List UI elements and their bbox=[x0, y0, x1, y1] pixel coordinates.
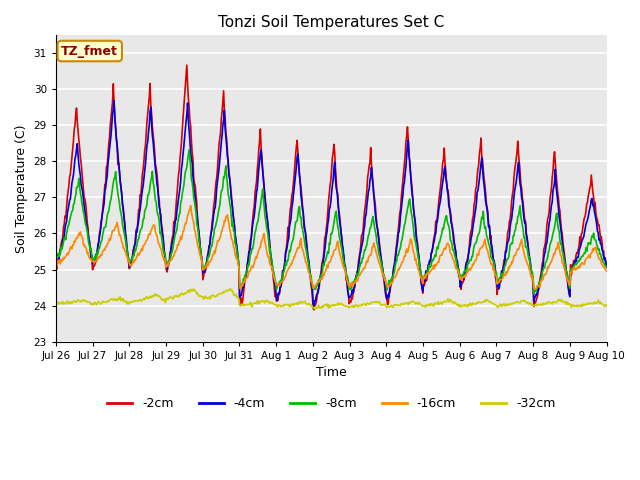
-2cm bbox=[183, 62, 191, 68]
Line: -16cm: -16cm bbox=[56, 205, 607, 289]
-32cm bbox=[52, 300, 60, 306]
-16cm bbox=[175, 242, 182, 248]
Text: TZ_fmet: TZ_fmet bbox=[61, 45, 118, 58]
-4cm bbox=[400, 183, 408, 189]
Line: -2cm: -2cm bbox=[56, 65, 607, 310]
-2cm bbox=[416, 263, 424, 269]
-8cm bbox=[118, 221, 126, 227]
-32cm bbox=[227, 286, 234, 292]
-16cm bbox=[118, 240, 126, 246]
-32cm bbox=[311, 306, 319, 312]
-16cm bbox=[399, 259, 406, 264]
-16cm bbox=[415, 267, 423, 273]
-8cm bbox=[62, 237, 70, 242]
Line: -32cm: -32cm bbox=[56, 289, 607, 309]
-4cm bbox=[175, 191, 183, 197]
-8cm bbox=[399, 232, 406, 238]
-32cm bbox=[416, 300, 424, 306]
-2cm bbox=[204, 253, 212, 259]
-16cm bbox=[52, 261, 60, 267]
-4cm bbox=[110, 98, 118, 104]
-2cm bbox=[310, 307, 318, 312]
-2cm bbox=[62, 215, 70, 221]
-32cm bbox=[118, 298, 126, 303]
-4cm bbox=[62, 221, 70, 227]
-8cm bbox=[204, 253, 212, 259]
-32cm bbox=[62, 301, 70, 307]
Legend: -2cm, -4cm, -8cm, -16cm, -32cm: -2cm, -4cm, -8cm, -16cm, -32cm bbox=[102, 392, 561, 415]
-16cm bbox=[187, 203, 195, 208]
Line: -8cm: -8cm bbox=[56, 150, 607, 294]
-8cm bbox=[186, 147, 193, 153]
Title: Tonzi Soil Temperatures Set C: Tonzi Soil Temperatures Set C bbox=[218, 15, 444, 30]
-2cm bbox=[52, 261, 60, 266]
-4cm bbox=[52, 259, 60, 264]
-8cm bbox=[415, 258, 423, 264]
-8cm bbox=[530, 291, 538, 297]
-2cm bbox=[175, 173, 182, 179]
-4cm bbox=[120, 204, 127, 210]
-16cm bbox=[603, 268, 611, 274]
-4cm bbox=[309, 305, 317, 311]
-2cm bbox=[400, 170, 408, 176]
Y-axis label: Soil Temperature (C): Soil Temperature (C) bbox=[15, 124, 28, 252]
-32cm bbox=[175, 293, 182, 299]
-16cm bbox=[62, 253, 70, 259]
Line: -4cm: -4cm bbox=[56, 101, 607, 308]
-8cm bbox=[603, 264, 611, 270]
-4cm bbox=[204, 250, 212, 255]
-2cm bbox=[603, 263, 611, 269]
-32cm bbox=[603, 302, 611, 308]
-8cm bbox=[52, 256, 60, 262]
-16cm bbox=[532, 286, 540, 292]
-32cm bbox=[204, 296, 211, 301]
X-axis label: Time: Time bbox=[316, 366, 347, 379]
-4cm bbox=[416, 264, 424, 269]
-8cm bbox=[175, 216, 182, 222]
-4cm bbox=[603, 264, 611, 270]
-2cm bbox=[118, 200, 126, 205]
-16cm bbox=[204, 263, 212, 268]
-32cm bbox=[400, 300, 408, 306]
